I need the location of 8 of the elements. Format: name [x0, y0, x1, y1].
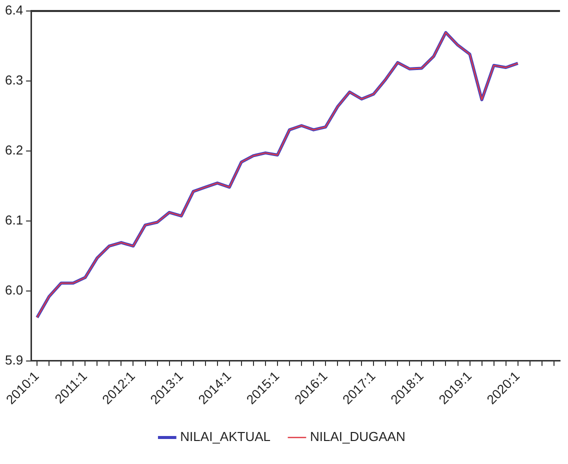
legend-label: NILAI_DUGAAN [310, 429, 406, 444]
y-tick-label: 5.9 [4, 352, 24, 368]
legend-label: NILAI_AKTUAL [180, 429, 270, 444]
y-tick-label: 6.3 [4, 72, 24, 88]
y-tick-label: 6.1 [4, 212, 24, 228]
y-tick-label: 6.2 [4, 142, 24, 158]
y-tick-label: 6.4 [4, 2, 24, 18]
y-tick-label: 6.0 [4, 282, 24, 298]
